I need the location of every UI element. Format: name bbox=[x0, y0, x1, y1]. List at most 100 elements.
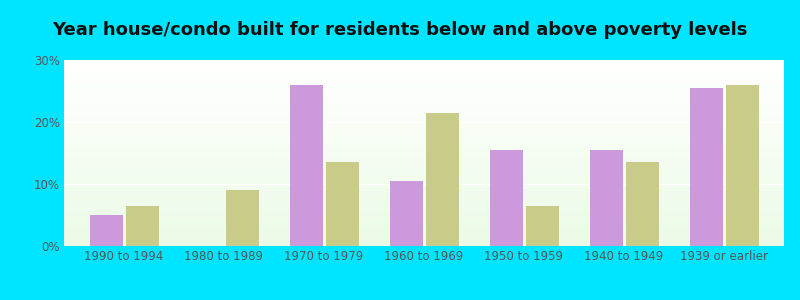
Bar bbox=[64, 190, 784, 192]
Bar bbox=[64, 71, 784, 73]
Bar bbox=[64, 105, 784, 106]
Bar bbox=[64, 133, 784, 134]
Bar bbox=[64, 125, 784, 127]
Bar bbox=[64, 205, 784, 207]
Bar bbox=[64, 207, 784, 209]
Bar bbox=[64, 64, 784, 66]
Bar bbox=[390, 181, 422, 246]
Bar bbox=[64, 238, 784, 240]
Bar bbox=[64, 220, 784, 222]
Bar bbox=[64, 101, 784, 103]
Bar bbox=[64, 201, 784, 203]
Bar bbox=[64, 62, 784, 64]
Bar bbox=[726, 85, 758, 246]
Bar bbox=[64, 103, 784, 105]
Bar bbox=[64, 119, 784, 122]
Bar bbox=[64, 179, 784, 181]
Bar bbox=[64, 222, 784, 224]
Bar bbox=[64, 229, 784, 231]
Bar bbox=[64, 159, 784, 161]
Bar bbox=[64, 192, 784, 194]
Bar bbox=[64, 196, 784, 198]
Bar bbox=[64, 155, 784, 157]
Bar bbox=[64, 66, 784, 68]
Bar bbox=[64, 73, 784, 75]
Bar bbox=[64, 214, 784, 216]
Bar bbox=[64, 235, 784, 237]
Bar bbox=[64, 172, 784, 173]
Bar bbox=[64, 110, 784, 112]
Bar bbox=[64, 216, 784, 218]
Bar bbox=[64, 82, 784, 84]
Bar bbox=[226, 190, 258, 246]
Bar bbox=[626, 162, 658, 246]
Bar bbox=[64, 212, 784, 214]
Bar bbox=[64, 231, 784, 233]
Bar bbox=[64, 157, 784, 159]
Bar bbox=[64, 127, 784, 129]
Bar bbox=[126, 206, 158, 246]
Bar bbox=[64, 166, 784, 168]
Bar bbox=[64, 84, 784, 86]
Text: Year house/condo built for residents below and above poverty levels: Year house/condo built for residents bel… bbox=[52, 21, 748, 39]
Bar bbox=[64, 183, 784, 184]
Bar bbox=[64, 151, 784, 153]
Bar bbox=[64, 242, 784, 244]
Bar bbox=[64, 218, 784, 220]
Bar bbox=[64, 60, 784, 62]
Bar bbox=[64, 69, 784, 71]
Bar bbox=[90, 215, 122, 246]
Bar bbox=[64, 95, 784, 97]
Bar bbox=[64, 170, 784, 172]
Bar bbox=[64, 203, 784, 205]
Bar bbox=[64, 86, 784, 88]
Bar bbox=[690, 88, 722, 246]
Bar bbox=[64, 240, 784, 242]
Bar bbox=[64, 153, 784, 155]
Bar bbox=[64, 173, 784, 175]
Bar bbox=[64, 160, 784, 162]
Bar bbox=[64, 77, 784, 79]
Bar bbox=[64, 80, 784, 82]
Bar bbox=[426, 113, 458, 246]
Bar bbox=[64, 118, 784, 119]
Bar bbox=[290, 85, 322, 246]
Bar bbox=[64, 198, 784, 200]
Bar bbox=[64, 140, 784, 142]
Bar bbox=[64, 138, 784, 140]
Bar bbox=[64, 106, 784, 108]
Bar bbox=[64, 88, 784, 90]
Bar bbox=[64, 162, 784, 164]
Bar bbox=[64, 131, 784, 133]
Bar bbox=[64, 175, 784, 177]
Bar bbox=[64, 92, 784, 94]
Bar bbox=[64, 244, 784, 246]
Bar bbox=[64, 164, 784, 166]
Bar bbox=[64, 79, 784, 80]
Bar bbox=[64, 134, 784, 136]
Bar bbox=[64, 177, 784, 179]
Bar bbox=[64, 147, 784, 149]
Bar bbox=[64, 209, 784, 211]
Bar bbox=[64, 188, 784, 190]
Bar bbox=[64, 194, 784, 196]
Bar bbox=[64, 226, 784, 227]
Bar bbox=[64, 187, 784, 188]
Bar bbox=[64, 144, 784, 146]
Bar bbox=[64, 123, 784, 125]
Bar bbox=[64, 75, 784, 77]
Bar bbox=[64, 200, 784, 201]
Bar bbox=[64, 136, 784, 138]
Bar bbox=[64, 99, 784, 101]
Bar bbox=[64, 112, 784, 114]
Bar bbox=[64, 146, 784, 147]
Bar bbox=[64, 114, 784, 116]
Bar bbox=[64, 108, 784, 110]
Bar bbox=[64, 129, 784, 131]
Bar bbox=[64, 224, 784, 226]
Bar bbox=[64, 68, 784, 69]
Bar bbox=[64, 237, 784, 239]
Bar bbox=[64, 233, 784, 235]
Bar bbox=[64, 168, 784, 170]
Bar bbox=[64, 184, 784, 187]
